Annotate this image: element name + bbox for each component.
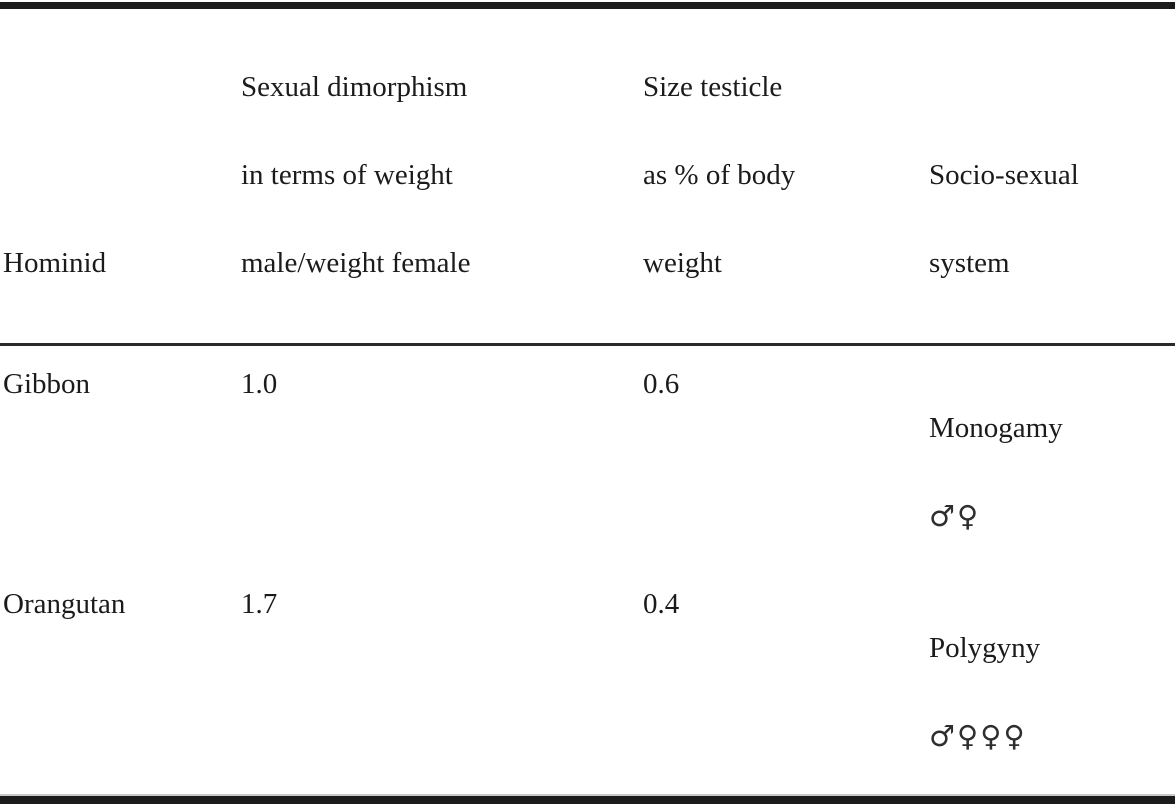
column-header-socio-sexual-system: Socio-sexual system bbox=[926, 109, 1175, 329]
table-row-orangutan: Orangutan 1.7 0.4 Polygyny ♂♀♀♀ bbox=[0, 582, 1175, 802]
gender-symbols: ♂♀ bbox=[929, 499, 981, 533]
socio-sexual-system-cell: Polygyny ♂♀♀♀ bbox=[926, 582, 1175, 802]
system-label: Monogamy bbox=[929, 412, 1063, 444]
header-separator-rule bbox=[0, 343, 1175, 346]
table-header-row: Hominid Sexual dimorphism in terms of we… bbox=[0, 9, 1175, 329]
header-text: Socio-sexual bbox=[929, 159, 1079, 191]
column-header-hominid: Hominid bbox=[0, 197, 238, 329]
header-text: Sexual dimorphism bbox=[241, 71, 468, 103]
column-header-testicle-size: Size testicle as % of body weight bbox=[640, 21, 926, 329]
header-text: as % of body bbox=[643, 159, 796, 191]
table-row-gibbon: Gibbon 1.0 0.6 Monogamy ♂♀ bbox=[0, 362, 1175, 582]
header-text: system bbox=[929, 247, 1010, 279]
system-label: Polygyny bbox=[929, 632, 1041, 664]
table-bottom-rule bbox=[0, 794, 1175, 804]
testicle-size-value: 0.6 bbox=[643, 368, 680, 400]
header-text: Hominid bbox=[3, 247, 107, 279]
table-top-rule bbox=[0, 2, 1175, 9]
table-body: Gibbon 1.0 0.6 Monogamy ♂♀ Orangutan 1.7… bbox=[0, 346, 1175, 806]
dimorphism-value: 1.0 bbox=[241, 368, 278, 400]
header-text: in terms of weight bbox=[241, 159, 453, 191]
header-text: weight bbox=[643, 247, 722, 279]
header-text: male/weight female bbox=[241, 247, 471, 279]
gender-symbols: ♂♀♀♀ bbox=[929, 719, 1027, 753]
hominid-name: Gibbon bbox=[3, 368, 90, 400]
column-header-dimorphism: Sexual dimorphism in terms of weight mal… bbox=[238, 21, 640, 329]
dimorphism-value: 1.7 bbox=[241, 588, 278, 620]
hominid-name: Orangutan bbox=[3, 588, 126, 620]
socio-sexual-system-cell: Monogamy ♂♀ bbox=[926, 362, 1175, 582]
header-text: Size testicle bbox=[643, 71, 783, 103]
testicle-size-value: 0.4 bbox=[643, 588, 680, 620]
